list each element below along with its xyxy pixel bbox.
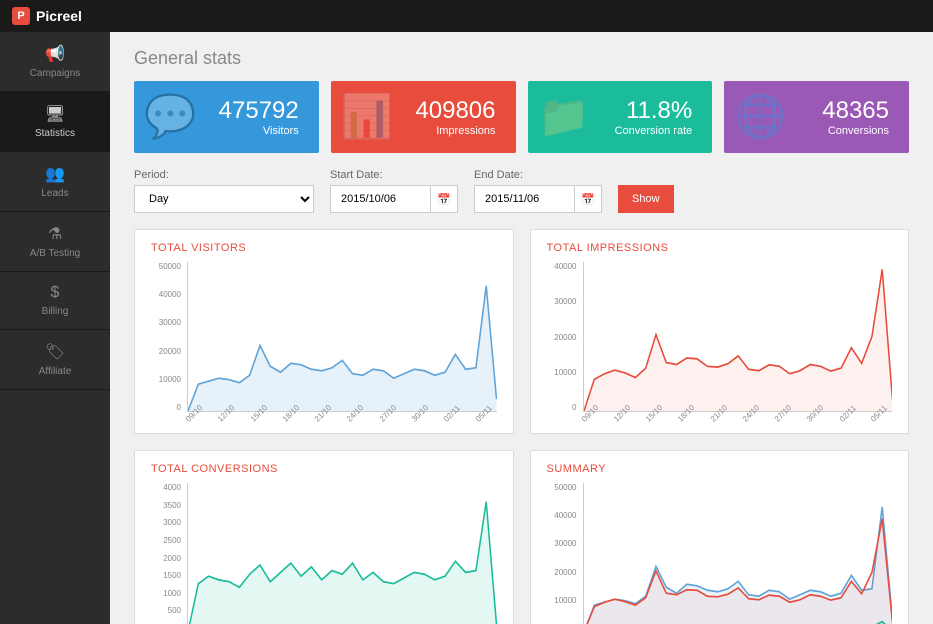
chart-title: TOTAL IMPRESSIONS <box>547 242 893 254</box>
show-button[interactable]: Show <box>618 185 674 213</box>
a/b testing-icon: ⚗ <box>8 224 102 244</box>
charts-grid: TOTAL VISITORS 50000400003000020000100000… <box>134 229 909 624</box>
calendar-icon[interactable]: 📅 <box>574 185 602 213</box>
logo-icon: P <box>12 7 30 25</box>
sidebar-item-leads[interactable]: 👥 Leads <box>0 152 110 212</box>
sidebar-item-label: Statistics <box>35 128 75 139</box>
start-date-input[interactable] <box>330 185 430 213</box>
end-date-label: End Date: <box>474 169 602 181</box>
stat-cards-row: 💬475792Visitors📊409806Impressions📁11.8%C… <box>134 81 909 153</box>
stat-card-visitors[interactable]: 💬475792Visitors <box>134 81 319 153</box>
chart-title: TOTAL CONVERSIONS <box>151 463 497 475</box>
x-axis: 09/1012/1015/1018/1021/1024/1027/1030/10… <box>151 416 497 425</box>
x-axis: 09/1012/1015/1018/1021/1024/1027/1030/10… <box>547 416 893 425</box>
period-select[interactable]: Day <box>134 185 314 213</box>
stat-card-impressions[interactable]: 📊409806Impressions <box>331 81 516 153</box>
sidebar-item-label: Affiliate <box>39 366 72 377</box>
stat-card-icon: 💬 <box>144 93 196 142</box>
calendar-icon[interactable]: 📅 <box>430 185 458 213</box>
chart-panel: SUMMARY5000040000300002000010000009/1012… <box>530 450 910 624</box>
billing-icon: $ <box>8 284 102 302</box>
y-axis: 400003000020000100000 <box>547 262 583 412</box>
main-content: General stats 💬475792Visitors📊409806Impr… <box>110 32 933 624</box>
brand-name: Picreel <box>36 8 82 24</box>
leads-icon: 👥 <box>8 164 102 184</box>
y-axis: 50000400003000020000100000 <box>547 483 583 624</box>
period-label: Period: <box>134 169 314 181</box>
chart-plot <box>187 483 497 624</box>
sidebar-item-billing[interactable]: $ Billing <box>0 272 110 330</box>
stat-card-conversions[interactable]: 🌐48365Conversions <box>724 81 909 153</box>
page-title: General stats <box>134 48 909 69</box>
affiliate-icon: 🏷 <box>8 342 102 362</box>
sidebar-item-campaigns[interactable]: 📢 Campaigns <box>0 32 110 92</box>
chart-plot <box>187 262 497 412</box>
chart-title: SUMMARY <box>547 463 893 475</box>
sidebar-item-label: Leads <box>41 188 68 199</box>
end-date-input[interactable] <box>474 185 574 213</box>
sidebar-item-label: A/B Testing <box>30 248 80 259</box>
sidebar-item-label: Billing <box>42 306 69 317</box>
chart-plot <box>583 262 893 412</box>
chart-plot <box>583 483 893 624</box>
stat-card-conversion-rate[interactable]: 📁11.8%Conversion rate <box>528 81 713 153</box>
statistics-icon: 🖥 <box>8 104 102 124</box>
campaigns-icon: 📢 <box>8 44 102 64</box>
stat-card-icon: 🌐 <box>734 93 786 142</box>
stat-card-icon: 📊 <box>341 93 393 142</box>
chart-panel: TOTAL VISITORS 50000400003000020000100000… <box>134 229 514 434</box>
chart-title: TOTAL VISITORS <box>151 242 497 254</box>
brand-logo[interactable]: P Picreel <box>12 7 82 25</box>
y-axis: 40003500300025002000150010005000 <box>151 483 187 624</box>
start-date-label: Start Date: <box>330 169 458 181</box>
sidebar-item-abtesting[interactable]: ⚗ A/B Testing <box>0 212 110 272</box>
sidebar-item-affiliate[interactable]: 🏷 Affiliate <box>0 330 110 390</box>
filter-bar: Period: Day Start Date: 📅 End Date: 📅 <box>134 169 909 213</box>
sidebar: 📢 Campaigns 🖥 Statistics 👥 Leads ⚗ A/B Testing $… <box>0 32 110 624</box>
sidebar-item-statistics[interactable]: 🖥 Statistics <box>0 92 110 152</box>
topbar: P Picreel <box>0 0 933 32</box>
stat-card-icon: 📁 <box>538 93 590 142</box>
sidebar-item-label: Campaigns <box>30 68 81 79</box>
chart-panel: TOTAL IMPRESSIONS 400003000020000100000 09… <box>530 229 910 434</box>
chart-panel: TOTAL CONVERSIONS 40003500300025002000150… <box>134 450 514 624</box>
y-axis: 50000400003000020000100000 <box>151 262 187 412</box>
